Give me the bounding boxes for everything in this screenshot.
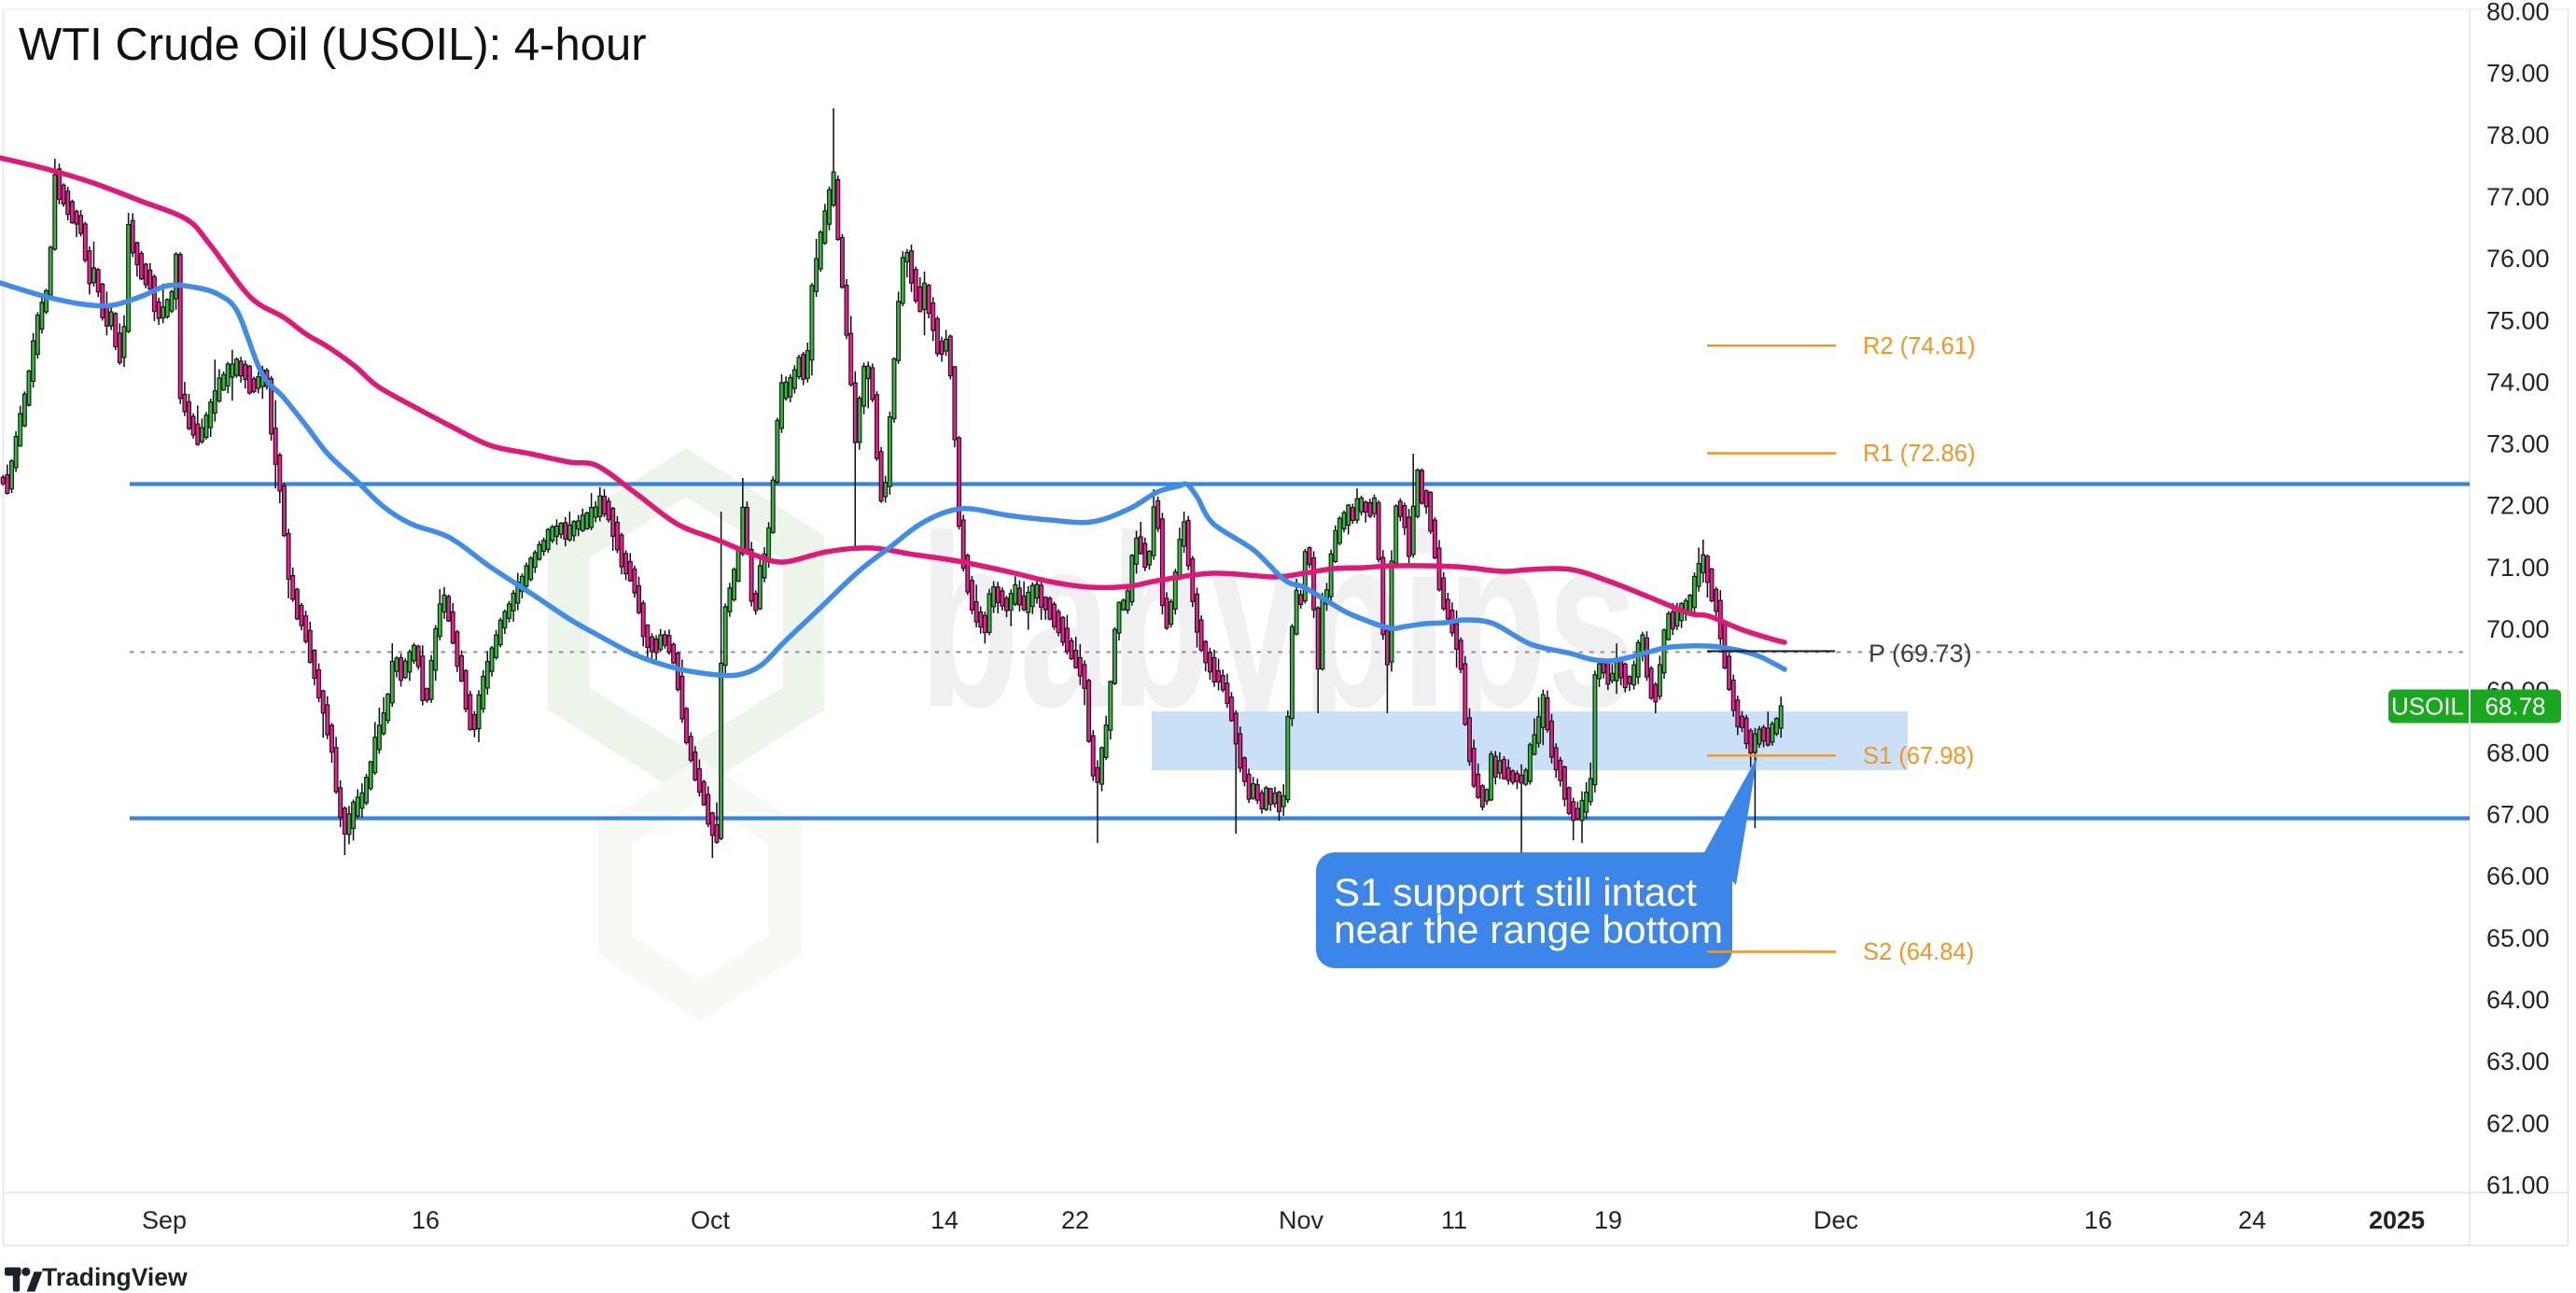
svg-text:70.00: 70.00 (2486, 615, 2550, 643)
svg-text:S2 (64.84): S2 (64.84) (1863, 939, 1974, 965)
svg-text:WTI Crude Oil (USOIL): 4-hour: WTI Crude Oil (USOIL): 4-hour (19, 20, 647, 70)
svg-text:USOIL: USOIL (2391, 693, 2464, 721)
svg-text:14: 14 (931, 1206, 959, 1234)
svg-text:61.00: 61.00 (2486, 1171, 2550, 1199)
svg-text:19: 19 (1594, 1206, 1622, 1234)
svg-text:71.00: 71.00 (2486, 554, 2550, 582)
svg-text:S1 support still intact: S1 support still intact (1334, 870, 1697, 914)
svg-text:Dec: Dec (1813, 1206, 1858, 1234)
svg-text:80.00: 80.00 (2486, 0, 2550, 26)
svg-text:78.00: 78.00 (2486, 121, 2550, 149)
svg-text:66.00: 66.00 (2486, 863, 2550, 891)
svg-text:Oct: Oct (691, 1206, 731, 1234)
svg-text:73.00: 73.00 (2486, 430, 2550, 458)
svg-text:R2 (74.61): R2 (74.61) (1863, 333, 1975, 359)
svg-text:65.00: 65.00 (2486, 924, 2550, 952)
svg-text:64.00: 64.00 (2486, 986, 2550, 1014)
svg-text:S1 (67.98): S1 (67.98) (1863, 743, 1974, 769)
svg-text:Sep: Sep (142, 1206, 187, 1234)
svg-text:77.00: 77.00 (2486, 183, 2550, 211)
svg-text:68.78: 68.78 (2485, 693, 2545, 721)
svg-text:16: 16 (2084, 1206, 2112, 1234)
svg-text:TradingView: TradingView (42, 1263, 188, 1291)
svg-text:11: 11 (1441, 1206, 1467, 1234)
svg-text:63.00: 63.00 (2486, 1047, 2550, 1075)
svg-text:75.00: 75.00 (2486, 306, 2550, 334)
svg-text:68.00: 68.00 (2486, 738, 2550, 766)
svg-text:R1 (72.86): R1 (72.86) (1863, 441, 1975, 467)
svg-text:P (69.73): P (69.73) (1869, 639, 1972, 668)
svg-text:near the range bottom: near the range bottom (1334, 907, 1723, 951)
svg-text:72.00: 72.00 (2486, 492, 2550, 520)
svg-text:76.00: 76.00 (2486, 245, 2550, 273)
svg-text:67.00: 67.00 (2486, 801, 2550, 829)
svg-text:2025: 2025 (2369, 1206, 2425, 1234)
svg-text:22: 22 (1061, 1206, 1089, 1234)
svg-text:62.00: 62.00 (2486, 1109, 2550, 1137)
svg-text:Nov: Nov (1279, 1206, 1324, 1234)
svg-text:74.00: 74.00 (2486, 368, 2550, 396)
svg-text:79.00: 79.00 (2486, 60, 2550, 88)
svg-text:16: 16 (412, 1206, 440, 1234)
svg-text:24: 24 (2238, 1206, 2266, 1234)
